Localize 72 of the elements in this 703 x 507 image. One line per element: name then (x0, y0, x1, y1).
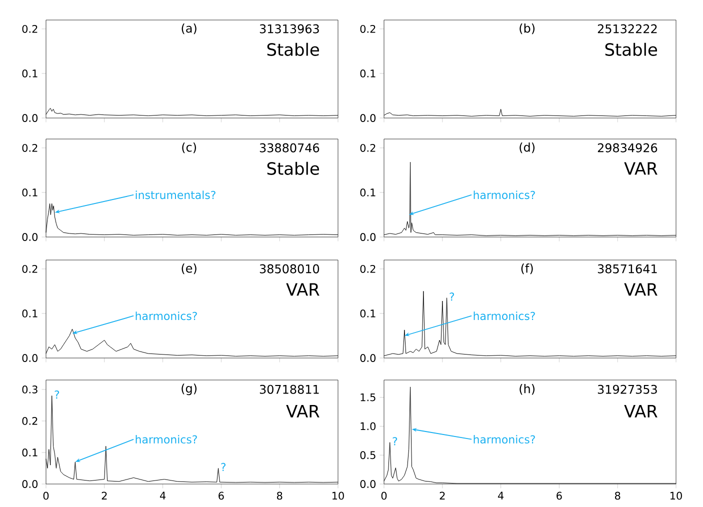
y-tick-label: 1.5 (360, 393, 376, 402)
y-tick-label: 0.2 (22, 264, 38, 273)
annotation: ? (392, 437, 398, 446)
annotation: VAR (286, 405, 320, 418)
y-tick-label: 0.0 (360, 354, 376, 362)
chart-subtitle: 38571641 (598, 264, 657, 274)
annotation: harmonics? (136, 312, 197, 320)
y-tick-label: 0.0 (360, 114, 376, 122)
x-tick-label: 0 (43, 492, 49, 500)
annotation: VAR (624, 162, 658, 175)
x-tick-label: 4 (498, 492, 504, 500)
y-tick-label: 0.1 (360, 310, 376, 318)
y-tick-label: 0.1 (360, 70, 376, 78)
y-tick-label: 0.1 (22, 310, 38, 318)
annotation: ? (54, 390, 60, 399)
chart-subtitle: 31927353 (598, 384, 657, 394)
chart-title: (g) (182, 384, 197, 396)
y-tick-label: 0.0 (22, 233, 38, 241)
y-tick-label: 0.3 (22, 386, 38, 394)
annotation: ? (450, 292, 454, 301)
annotation: Stable (267, 162, 319, 175)
x-tick-label: 0 (381, 492, 387, 500)
chart-subtitle: 33880746 (260, 143, 320, 152)
chart-title: (b) (520, 23, 535, 34)
chart-title: (h) (520, 384, 535, 395)
y-tick-label: 0.0 (22, 480, 38, 488)
chart-subtitle: 25132222 (598, 24, 657, 34)
y-tick-label: 0.2 (22, 24, 38, 33)
y-tick-label: 0.0 (360, 480, 376, 488)
y-tick-label: 0.1 (22, 448, 38, 456)
y-tick-label: 0.0 (360, 233, 376, 241)
x-tick-label: 10 (670, 492, 682, 500)
chart-title: (f) (521, 264, 533, 274)
chart-title: (a) (182, 24, 196, 34)
y-tick-label: 0.1 (22, 70, 38, 78)
annotation: VAR (286, 283, 320, 296)
x-tick-label: 8 (276, 492, 282, 500)
chart-subtitle: 30718811 (260, 384, 319, 394)
y-tick-label: 0.2 (360, 24, 376, 33)
y-tick-label: 0.1 (22, 188, 38, 196)
chart-title: (c) (182, 142, 196, 154)
annotation: instrumentals? (136, 190, 216, 200)
x-tick-label: 6 (556, 492, 562, 500)
annotation: harmonics? (474, 190, 535, 200)
x-tick-label: 4 (160, 492, 166, 500)
x-tick-label: 6 (218, 492, 224, 500)
y-tick-label: 1.0 (360, 422, 376, 430)
y-tick-label: 0.0 (22, 354, 38, 362)
annotation: Stable (267, 42, 319, 56)
y-tick-label: 0.2 (360, 264, 376, 273)
x-tick-label: 2 (440, 492, 445, 500)
annotation: Stable (605, 42, 657, 56)
y-tick-label: 0.0 (22, 114, 38, 122)
annotation: VAR (624, 405, 658, 418)
x-tick-label: 8 (614, 492, 620, 500)
annotation: ? (221, 462, 226, 472)
chart-subtitle: 38508010 (260, 264, 320, 274)
annotation: harmonics? (136, 435, 197, 444)
x-tick-label: 10 (332, 492, 344, 500)
chart-title: (e) (182, 264, 196, 274)
y-tick-label: 0.2 (360, 144, 376, 152)
x-tick-label: 2 (102, 492, 107, 500)
y-tick-label: 0.2 (22, 417, 38, 425)
chart-subtitle: 31313963 (260, 24, 319, 34)
y-tick-label: 0.2 (22, 144, 38, 152)
y-tick-label: 0.1 (360, 188, 376, 196)
y-tick-label: 0.5 (360, 451, 376, 460)
chart-title: (d) (520, 142, 535, 154)
annotation: VAR (624, 283, 658, 296)
annotation: harmonics? (474, 312, 535, 320)
annotation: harmonics? (474, 435, 535, 444)
chart-subtitle: 29834926 (598, 143, 658, 152)
